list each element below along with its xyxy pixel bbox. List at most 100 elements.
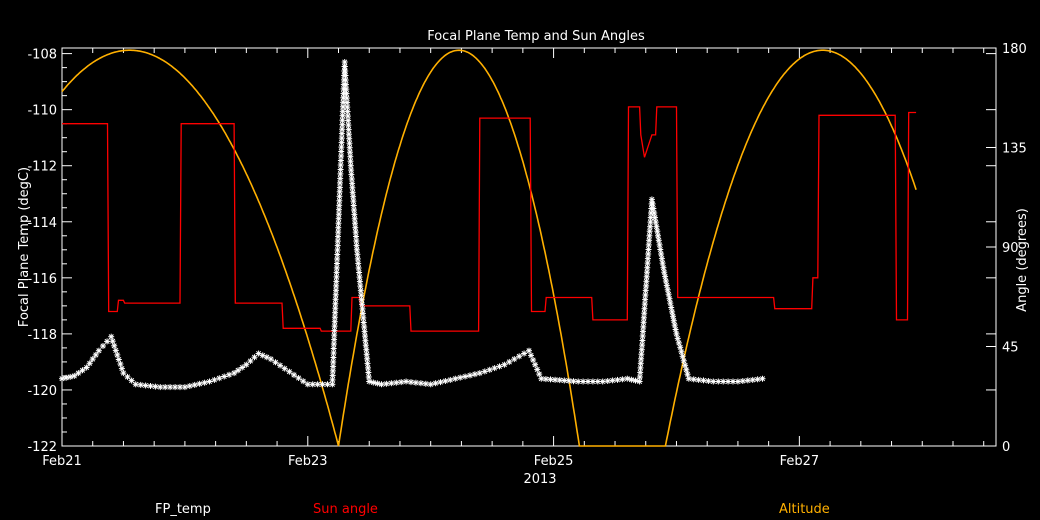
fp-temp-star-stroke — [337, 189, 343, 195]
fp-temp-point — [112, 347, 119, 354]
fp-temp-star-stroke — [282, 366, 288, 372]
fp-temp-star-stroke — [645, 251, 651, 257]
fp-temp-star-stroke — [336, 216, 342, 222]
fp-temp-star-stroke — [350, 189, 356, 195]
fp-temp-point — [336, 193, 343, 200]
fp-temp-star-stroke — [334, 269, 340, 275]
fp-temp-point — [353, 238, 360, 244]
fp-temp-point — [191, 381, 198, 388]
plot-frame — [61, 47, 997, 447]
x-tick-label: Feb23 — [288, 454, 328, 469]
fp-temp-star-stroke — [342, 72, 349, 79]
fp-temp-point — [471, 371, 478, 378]
fp-temp-star-stroke — [667, 300, 673, 306]
fp-temp-star-stroke — [338, 153, 344, 159]
fp-temp-point — [201, 379, 208, 386]
fp-temp-point — [651, 210, 658, 216]
fp-temp-point — [181, 384, 188, 391]
fp-temp-star-stroke — [645, 246, 652, 253]
fp-temp-point — [120, 370, 127, 377]
fp-temp-point — [403, 378, 410, 385]
fp-temp-star-stroke — [665, 287, 671, 293]
fp-temp-point — [526, 347, 532, 354]
fp-temp-point — [344, 104, 351, 111]
fp-temp-star-stroke — [595, 378, 601, 385]
fp-temp-star-stroke — [335, 229, 341, 235]
fp-temp-star-stroke — [364, 351, 370, 357]
fp-temp-point — [725, 378, 732, 385]
fp-temp-star-stroke — [340, 108, 346, 114]
fp-temp-point — [678, 348, 685, 355]
fp-temp-star-stroke — [235, 367, 241, 373]
fp-temp-star-stroke — [640, 328, 646, 334]
fp-temp-star-stroke — [632, 378, 639, 384]
fp-temp-star-stroke — [363, 342, 369, 348]
fp-temp-star-stroke — [691, 376, 697, 382]
fp-temp-star-stroke — [676, 340, 682, 346]
legend-altitude: Altitude — [779, 502, 830, 517]
chart-title: Focal Plane Temp and Sun Angles — [427, 29, 645, 44]
fp-temp-star-stroke — [725, 378, 731, 385]
fp-temp-star-stroke — [662, 274, 668, 280]
fp-temp-star-stroke — [638, 360, 644, 366]
fp-temp-star-stroke — [646, 242, 652, 248]
fp-temp-star-stroke — [511, 356, 517, 362]
fp-temp-star-stroke — [413, 380, 419, 386]
fp-temp-star-stroke — [680, 353, 686, 359]
fp-temp-star-stroke — [277, 362, 283, 368]
fp-temp-point — [324, 381, 331, 388]
fp-temp-star-stroke — [197, 381, 203, 387]
fp-temp-star-stroke — [343, 91, 350, 97]
fp-temp-star-stroke — [216, 375, 222, 381]
fp-temp-star-stroke — [644, 274, 650, 280]
fp-temp-point — [645, 241, 652, 248]
fp-temp-star-stroke — [543, 376, 549, 382]
fp-temp-star-stroke — [442, 378, 448, 384]
fp-temp-point — [374, 380, 381, 387]
fp-temp-star-stroke — [247, 358, 253, 364]
fp-temp-star-stroke — [638, 351, 644, 357]
fp-temp-point — [239, 364, 246, 371]
fp-temp-star-stroke — [334, 251, 340, 258]
altitude-series-line — [61, 49, 917, 447]
fp-temp-point — [437, 379, 444, 386]
fp-temp-star-stroke — [715, 378, 721, 385]
fp-temp-star-stroke — [347, 145, 353, 151]
fp-temp-star-stroke — [351, 202, 357, 209]
fp-temp-star-stroke — [356, 269, 362, 276]
fp-temp-point — [221, 373, 228, 380]
fp-temp-star-stroke — [342, 68, 348, 74]
fp-temp-star-stroke — [639, 337, 645, 344]
fp-temp-point — [682, 362, 689, 369]
fp-temp-point — [79, 367, 86, 374]
fp-temp-star-stroke — [333, 296, 339, 302]
fp-temp-star-stroke — [286, 369, 292, 375]
fp-temp-star-stroke — [182, 384, 188, 390]
fp-temp-point — [671, 322, 678, 329]
fp-temp-point — [530, 357, 537, 363]
fp-temp-star-stroke — [538, 376, 544, 382]
fp-temp-point — [739, 378, 746, 384]
fp-temp-star-stroke — [610, 377, 616, 383]
fp-temp-star-stroke — [231, 370, 237, 376]
fp-temp-star-stroke — [357, 283, 363, 289]
fp-temp-point — [604, 378, 611, 384]
fp-temp-star-stroke — [329, 381, 335, 387]
fp-temp-star-stroke — [356, 265, 362, 271]
fp-temp-point — [67, 373, 74, 380]
fp-temp-point — [333, 287, 339, 294]
fp-temp-star-stroke — [346, 140, 353, 146]
left-tick-label: -116 — [27, 272, 57, 287]
fp-temp-star-stroke — [329, 377, 336, 383]
fp-temp-point — [408, 379, 414, 386]
fp-temp-star-stroke — [447, 377, 453, 383]
fp-temp-point — [658, 251, 665, 257]
fp-temp-star-stroke — [356, 274, 363, 280]
fp-temp-point — [730, 378, 736, 385]
fp-temp-point — [345, 117, 352, 124]
fp-temp-star-stroke — [370, 379, 376, 386]
fp-temp-star-stroke — [110, 338, 116, 344]
fp-temp-point — [650, 205, 657, 212]
fp-temp-star-stroke — [331, 341, 337, 347]
fp-temp-star-stroke — [331, 337, 337, 343]
